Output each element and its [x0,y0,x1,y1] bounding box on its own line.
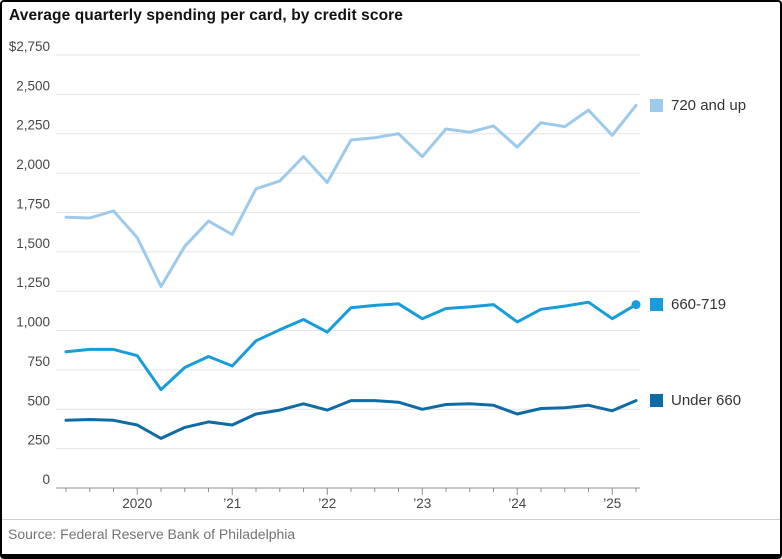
y-tick-label: 0 [42,472,50,487]
y-tick-label: 1,500 [16,236,50,251]
legend-item-under-660: Under 660 [650,391,741,411]
legend-swatch-660-719 [650,298,663,312]
y-tick-label: $2,750 [9,39,50,54]
legend-swatch-under-660 [650,394,663,408]
x-tick-label: ’25 [603,496,621,510]
series-line-2 [64,399,638,440]
source-note: Source: Federal Reserve Bank of Philadel… [8,526,296,542]
y-tick-label: 2,250 [16,118,50,133]
x-tick-label: ’24 [508,496,527,510]
y-tick-label: 1,250 [16,275,50,290]
line-chart: 0 250 500 750 1,000 1,250 1,500 1,750 2,000 2,250… [9,39,641,510]
y-tick-label: 1,000 [16,315,50,330]
legend-item-660-719: 660-719 [650,295,726,315]
footer-divider [2,519,780,520]
y-tick-label: 500 [27,393,50,408]
legend-item-720-and-up: 720 and up [650,95,746,115]
legend-swatch-720-and-up [650,98,663,112]
y-tick-label: 250 [27,433,50,448]
series-line-0 [64,103,638,288]
x-tick-label: ’23 [413,496,431,510]
y-tick-label: 2,500 [16,78,50,93]
legend-label: 660-719 [671,296,727,314]
page-title: Average quarterly spending per card, by … [9,7,403,24]
y-tick-label: 750 [27,354,50,369]
series-line-1 [64,300,638,392]
x-tick-label: 2020 [122,496,152,510]
legend-label: 720 and up [671,96,747,114]
y-tick-label: 2,000 [16,157,50,172]
x-tick-label: ’22 [318,496,336,510]
y-tick-label: 1,750 [16,196,50,211]
legend-label: Under 660 [671,392,742,410]
x-tick-label: ’21 [223,496,241,510]
latest-value-dot [631,300,641,310]
